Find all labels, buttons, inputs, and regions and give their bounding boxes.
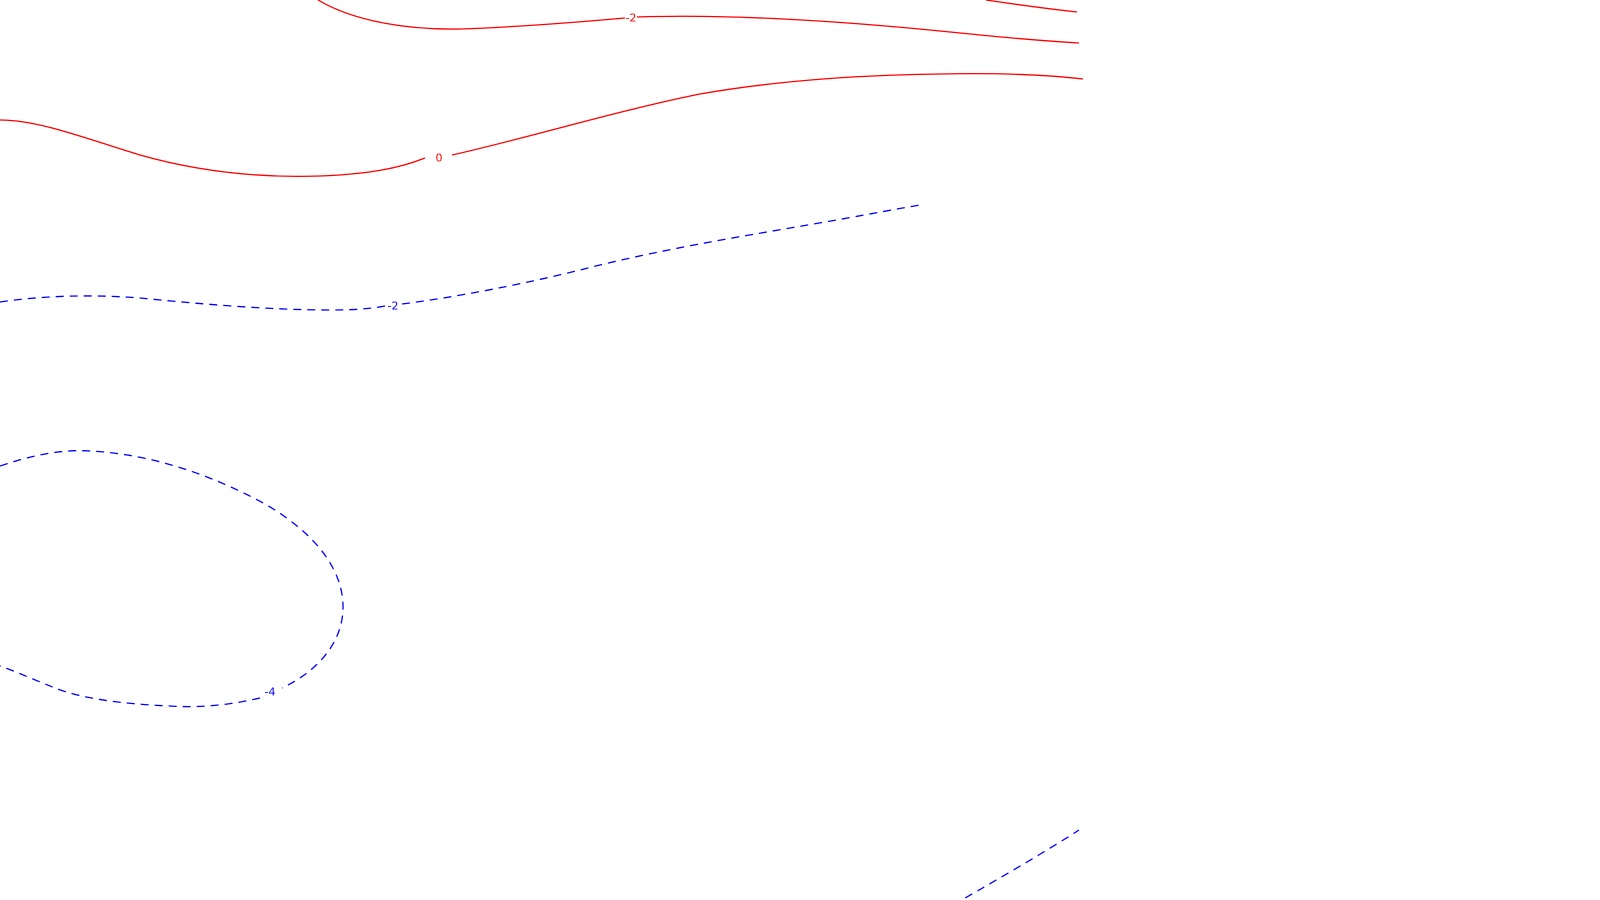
contour-line-corner-top [985,0,1078,13]
contour-label-upper: -2 [626,12,637,25]
contour-line-corner-bottom [960,829,1080,900]
contour-line-zero [0,73,1084,178]
contour-line-neg2 [0,204,921,311]
contour-label-neg4: -4 [265,686,276,699]
contour-line-upper [317,0,1080,44]
contour-label-zero: 0 [436,152,443,165]
contour-line-neg4 [0,450,344,708]
contour-label-neg2: -2 [388,300,399,313]
